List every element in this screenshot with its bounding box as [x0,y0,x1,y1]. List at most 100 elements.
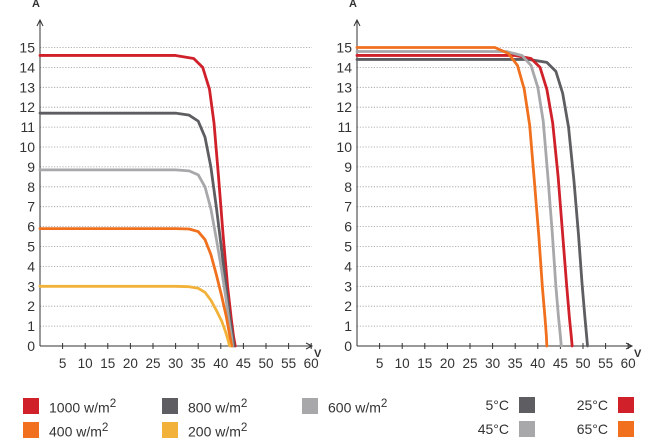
y-tick-label: 11 [20,119,35,135]
y-tick-label: 10 [336,139,352,155]
series-line [355,46,549,348]
x-tick-label: 20 [440,356,455,371]
x-tick-label: 5 [376,356,384,371]
y-axis-arrow-icon [36,18,44,27]
y-tick-label: 6 [27,219,35,235]
legend-swatch [162,398,178,415]
x-tick-label: 50 [575,356,590,371]
x-tick-label: 40 [213,356,228,371]
legend-label: 800 w/m2 [188,397,248,416]
irradiance-chart: 5 10 15 20 25 30 35 40 45 50 55 6001234567891011121… [19,0,322,371]
series-line [355,50,563,348]
legend-label: 600 w/m2 [328,397,388,416]
legend-item-400: 400 w/m2 [23,421,108,440]
legend-swatch [618,397,634,413]
y-tick-label: 2 [27,298,35,314]
y-tick-label: 5 [27,239,35,255]
x-axis-label: V [634,348,642,360]
x-axis-label: V [314,348,322,360]
legend-item-65c: 65°C [577,421,634,437]
y-axis-label: A [349,0,357,10]
legend-item-45c: 45°C [478,421,535,437]
legend-swatch [519,397,535,413]
legend-label: 25°C [576,397,608,413]
legend-swatch [23,398,39,415]
x-tick-label: 35 [191,356,206,371]
temperature-chart: 5 10 15 20 25 30 35 40 45 50 55 6001234567891011121… [336,0,642,371]
x-tick-label: 60 [304,356,319,371]
y-tick-label: 12 [19,99,35,115]
y-tick-label: 4 [27,258,35,274]
y-tick-label: 14 [336,59,352,75]
legend-label: 45°C [477,421,509,437]
series-line [38,227,234,348]
legend-item-25c: 25°C [577,397,634,413]
x-tick-label: 55 [598,356,613,371]
x-tick-label: 55 [281,356,296,371]
legend-swatch [302,398,318,415]
y-tick-label: 8 [27,179,35,195]
y-axis-arrow-icon [353,18,361,27]
y-tick-label: 1 [27,318,35,334]
y-tick-label: 15 [336,40,352,56]
y-tick-label: 13 [19,79,35,95]
legend-label: 1000 w/m2 [49,397,117,416]
x-tick-label: 20 [123,356,138,371]
legend-swatch [23,422,39,439]
y-tick-label: 3 [27,278,35,294]
series-line [38,284,232,348]
y-tick-label: 7 [344,199,352,215]
x-tick-label: 40 [530,356,545,371]
legend-item-1000: 1000 w/m2 [23,397,116,416]
y-tick-label: 14 [19,59,35,75]
y-tick-label: 15 [19,40,35,56]
x-tick-label: 10 [78,356,93,371]
y-tick-label: 0 [27,338,35,354]
legend-swatch [618,421,634,437]
x-tick-label: 10 [395,356,410,371]
y-tick-label: 4 [344,258,352,274]
y-tick-label: 3 [344,278,352,294]
legend-item-200: 200 w/m2 [162,421,247,440]
legend-item-5c: 5°C [485,397,535,413]
legend-item-800: 800 w/m2 [162,397,247,416]
y-axis-label: A [32,0,40,10]
series-line [38,168,234,348]
legend-label: 5°C [485,397,510,413]
y-tick-label: 10 [19,139,35,155]
legend-swatch [162,422,178,439]
y-tick-label: 9 [344,159,352,175]
legend-label: 400 w/m2 [49,421,109,440]
y-tick-label: 7 [27,199,35,215]
x-tick-label: 15 [100,356,115,371]
y-tick-label: 2 [344,298,352,314]
y-tick-label: 12 [336,99,352,115]
x-tick-label: 50 [258,356,273,371]
y-tick-label: 13 [336,79,352,95]
x-tick-label: 25 [145,356,160,371]
y-tick-label: 8 [344,179,352,195]
x-tick-label: 30 [485,356,500,371]
x-tick-label: 45 [553,356,568,371]
legend-label: 65°C [576,421,608,437]
x-axis-arrow-icon [305,342,314,350]
x-tick-label: 35 [508,356,523,371]
x-tick-label: 60 [621,356,636,371]
y-tick-label: 0 [344,338,352,354]
series-line [38,54,237,348]
series-line [355,54,574,348]
x-tick-label: 45 [236,356,251,371]
y-tick-label: 6 [344,219,352,235]
x-tick-label: 30 [168,356,183,371]
legend-item-600: 600 w/m2 [302,397,387,416]
legend-swatch [519,421,535,437]
y-tick-label: 11 [337,119,352,135]
y-tick-label: 1 [344,318,352,334]
y-tick-label: 9 [27,159,35,175]
x-tick-label: 5 [59,356,67,371]
x-tick-label: 25 [462,356,477,371]
legend-label: 200 w/m2 [188,421,248,440]
series-line [355,58,589,348]
x-tick-label: 15 [417,356,432,371]
